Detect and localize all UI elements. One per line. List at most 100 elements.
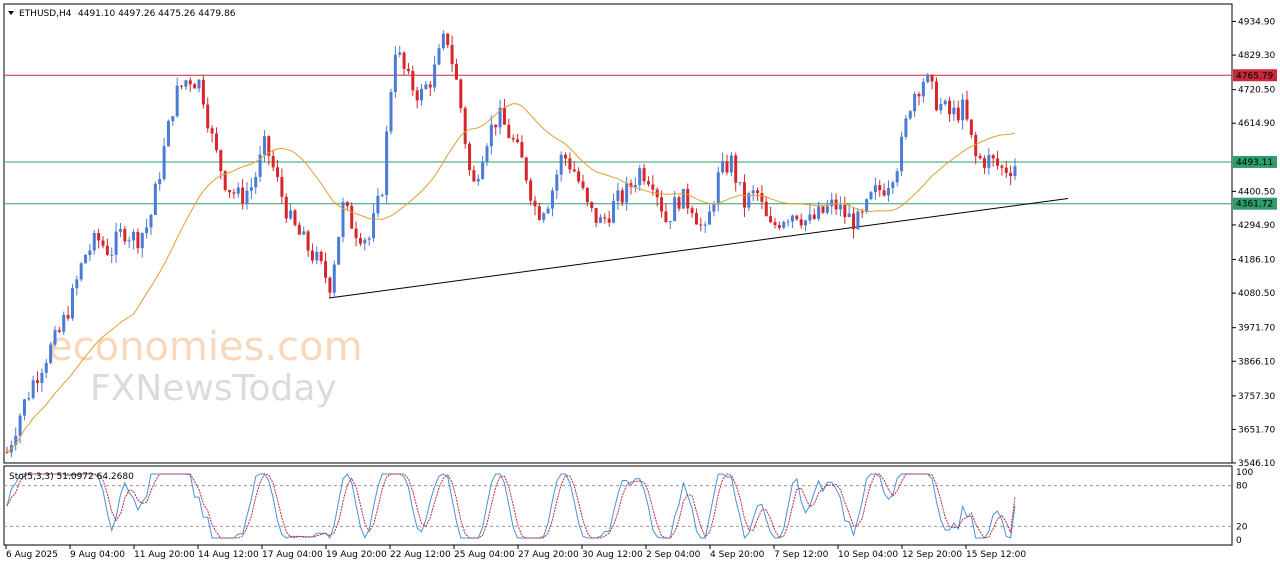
candle-body: [433, 64, 437, 88]
candle-body: [97, 233, 101, 241]
x-tick-label: 17 Aug 04:00: [262, 550, 323, 560]
candle-body: [642, 168, 646, 182]
candle-body: [162, 146, 166, 180]
candle-body: [363, 239, 367, 244]
candle-body: [40, 372, 44, 384]
candle-body: [817, 206, 821, 219]
candle-body: [367, 238, 371, 240]
candle-body: [140, 233, 144, 249]
candle-body: [66, 314, 70, 319]
time-axis: 6 Aug 2025 9 Aug 04:00 11 Aug 20:00 14 Aug …: [5, 545, 1026, 560]
candle-body: [934, 81, 938, 111]
candle-body: [638, 168, 642, 186]
candle-body: [228, 190, 232, 193]
level-tag-label: 4765.79: [1236, 71, 1273, 81]
candle-body: [847, 213, 851, 218]
candle-body: [450, 44, 454, 65]
candle-body: [882, 190, 886, 196]
candle-body: [166, 121, 170, 147]
candle-body: [900, 136, 904, 172]
candle-body: [821, 206, 825, 213]
candle-body: [542, 213, 546, 220]
candle-body: [708, 211, 712, 225]
dropdown-triangle-icon[interactable]: [8, 11, 14, 15]
candle-body: [965, 99, 969, 120]
candle-body: [27, 398, 31, 400]
candle-body: [537, 206, 541, 220]
x-tick-label: 22 Aug 12:00: [390, 550, 451, 560]
candle-body: [158, 179, 162, 184]
candle-body: [782, 222, 786, 228]
candle-body: [280, 176, 284, 197]
candle-body: [834, 199, 838, 210]
candle-body: [978, 155, 982, 159]
candle-body: [454, 64, 458, 80]
x-tick-label: 2 Sep 04:00: [646, 550, 701, 560]
candle-body: [188, 80, 192, 85]
candle-body: [769, 216, 773, 223]
candle-body: [22, 399, 26, 416]
candle-body: [982, 158, 986, 168]
candle-body: [703, 224, 707, 226]
candle-body: [389, 92, 393, 132]
candle-body: [939, 104, 943, 111]
candle-body: [398, 52, 402, 55]
candle-body: [865, 199, 869, 212]
candle-body: [607, 218, 611, 223]
candle-body: [804, 220, 808, 226]
candle-body: [463, 108, 467, 144]
candle-body: [88, 250, 92, 255]
candle-body: [415, 90, 419, 101]
candle-body: [830, 199, 834, 207]
candle-body: [319, 251, 323, 262]
watermark-fxnewstoday: FXNewsToday: [90, 368, 337, 409]
candle-body: [446, 33, 450, 45]
candle-body: [633, 185, 637, 188]
candle-body: [315, 251, 319, 261]
candle-body: [612, 201, 616, 223]
candle-body: [324, 261, 328, 278]
candle-body: [44, 362, 48, 373]
x-tick-label: 10 Sep 04:00: [838, 550, 898, 560]
candle-body: [350, 206, 354, 229]
candle-body: [441, 33, 445, 49]
candle-body: [132, 231, 136, 241]
moving-average-layer: [6, 103, 1016, 453]
candle-body: [402, 52, 406, 69]
candle-body: [843, 204, 847, 218]
x-tick-label: 11 Aug 20:00: [134, 550, 195, 560]
candle-body: [825, 206, 829, 213]
candle-body: [734, 155, 738, 183]
candle-body: [852, 213, 856, 230]
candle-body: [345, 202, 349, 207]
level-tag: [1233, 69, 1277, 82]
candle-body: [926, 75, 930, 83]
x-tick-label: 7 Sep 12:00: [774, 550, 829, 560]
y-tick-label: 3971.70: [1238, 324, 1275, 334]
candle-body: [529, 180, 533, 201]
candle-body: [328, 277, 332, 293]
candle-body: [917, 93, 921, 97]
candle-body: [197, 79, 201, 89]
candle-body: [1009, 172, 1013, 177]
candle-body: [223, 170, 227, 191]
candle-body: [5, 452, 9, 454]
candle-body: [651, 184, 655, 190]
candle-body: [603, 217, 607, 219]
candle-body: [795, 215, 799, 220]
candle-body: [293, 210, 297, 225]
candle-body: [18, 415, 22, 436]
stochastic-label: Sto(5,3,3) 51.0972 64.2680: [9, 472, 134, 482]
candle-body: [564, 154, 568, 159]
candle-body: [206, 104, 210, 129]
y-tick-label: 4294.90: [1238, 221, 1275, 231]
candle-body: [511, 137, 515, 140]
candle-body: [332, 264, 336, 293]
candle-body: [284, 196, 288, 219]
candle-body: [616, 190, 620, 202]
candle-body: [262, 136, 266, 155]
candle-body: [838, 204, 842, 210]
candle-body: [568, 158, 572, 170]
candle-body: [756, 190, 760, 194]
candle-body: [245, 190, 249, 204]
